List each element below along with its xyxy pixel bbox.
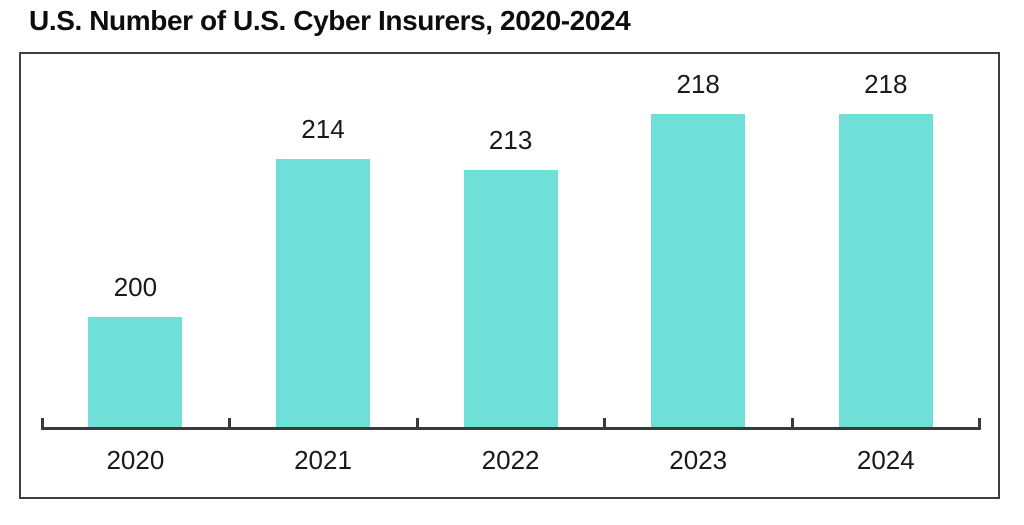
bar-2024: [838, 114, 933, 430]
x-axis-label: 2021: [294, 445, 352, 475]
x-axis-tick: [228, 418, 231, 430]
x-axis-tick: [790, 418, 794, 430]
bar-2022: [463, 170, 558, 430]
bar-value-label: 218: [864, 69, 908, 99]
x-axis-tick: [415, 418, 419, 430]
bar-2023: [651, 114, 746, 430]
bar-2020: [88, 317, 183, 430]
chart-title: U.S. Number of U.S. Cyber Insurers, 2020…: [29, 5, 631, 36]
x-axis-tick: [40, 418, 44, 430]
bar-value-label: 218: [676, 69, 720, 99]
x-axis-tick: [978, 418, 981, 430]
x-axis-tick: [603, 418, 606, 430]
x-axis-label: 2022: [481, 445, 540, 475]
x-axis-label: 2023: [669, 445, 728, 475]
x-axis-label: 2024: [856, 445, 915, 475]
x-axis-label: 2020: [106, 445, 165, 475]
bar-value-label: 213: [488, 125, 533, 155]
bar-2021: [276, 159, 370, 430]
bar-value-label: 200: [113, 272, 158, 302]
x-axis-line: [41, 427, 981, 430]
plot-area: 200 2020 214 2021 213 2022 218 2023 218 2024: [19, 52, 1000, 499]
bar-value-label: 214: [301, 114, 345, 144]
